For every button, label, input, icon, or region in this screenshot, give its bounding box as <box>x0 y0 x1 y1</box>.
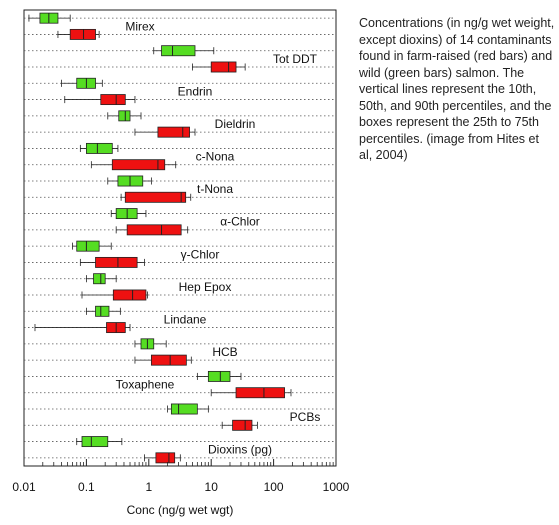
x-tick-label: 100 <box>264 480 284 494</box>
x-axis: 0.01 0.1 1 10 100 1000 <box>12 459 350 494</box>
wild-iqr-box <box>207 370 231 382</box>
wild-box <box>76 436 123 448</box>
wild-box <box>107 110 142 122</box>
farmed-box <box>34 322 131 334</box>
contaminant-label: Tot DDT <box>273 52 318 66</box>
x-tick-label: 1000 <box>323 480 350 494</box>
farmed-iqr-box <box>235 387 285 399</box>
wild-box <box>86 273 117 285</box>
wild-iqr-box <box>161 45 196 57</box>
wild-iqr-box <box>170 403 198 415</box>
wild-iqr-box <box>76 240 100 252</box>
contaminant-label: Hep Epox <box>179 280 232 294</box>
farmed-box <box>57 28 100 40</box>
contaminant-label: Dieldrin <box>215 117 256 131</box>
farmed-box <box>90 159 177 171</box>
contaminant-label: Lindane <box>164 312 207 326</box>
wild-box <box>28 12 71 24</box>
farmed-iqr-box <box>157 126 190 138</box>
contaminant-label: γ-Chlor <box>181 247 220 261</box>
farmed-iqr-box <box>111 159 166 171</box>
wild-iqr-box <box>81 436 109 448</box>
contaminant-labels: Mirex Tot DDT Endrin Dieldrin c-Nona t-Nona α-… <box>116 19 321 456</box>
boxplot-chart: Mirex Tot DDT Endrin Dieldrin c-Nona t-Nona α-… <box>12 9 350 517</box>
contaminant-label: Mirex <box>125 19 154 33</box>
farmed-box <box>115 224 189 236</box>
wild-box <box>153 45 215 57</box>
farmed-iqr-box <box>150 354 187 366</box>
wild-box <box>86 305 121 317</box>
farmed-box <box>81 289 148 301</box>
farmed-iqr-box <box>126 224 182 236</box>
contaminant-label: c-Nona <box>196 150 235 164</box>
wild-iqr-box <box>95 305 110 317</box>
farmed-box <box>64 94 136 106</box>
wild-iqr-box <box>115 208 138 220</box>
plot-frame <box>23 9 337 467</box>
x-tick-label: 0.01 <box>12 480 36 494</box>
wild-box <box>107 175 152 187</box>
x-axis-label: Conc (ng/g wet wgt) <box>127 503 234 517</box>
wild-box <box>110 208 147 220</box>
x-tick-label: 1 <box>145 480 152 494</box>
wild-iqr-box <box>118 110 131 122</box>
farmed-box <box>134 126 196 138</box>
farmed-iqr-box <box>155 452 176 464</box>
farmed-box <box>192 61 246 73</box>
farmed-box <box>79 256 145 268</box>
wild-box <box>61 77 103 89</box>
figure-caption: Concentrations (in ng/g wet weight, exce… <box>359 16 555 162</box>
farmed-iqr-box <box>112 289 147 301</box>
contaminant-label: PCBs <box>290 410 321 424</box>
wild-box <box>134 338 167 350</box>
x-tick-label: 10 <box>205 480 219 494</box>
wild-iqr-box <box>86 142 113 154</box>
farmed-iqr-box <box>124 191 187 203</box>
contaminant-label: Dioxins (pg) <box>208 443 272 457</box>
contaminant-label: Toxaphene <box>116 378 175 392</box>
wild-iqr-box <box>93 273 106 285</box>
wild-box <box>167 403 209 415</box>
contaminant-label: HCB <box>212 345 237 359</box>
contaminant-label: α-Chlor <box>220 215 260 229</box>
farmed-box <box>143 452 181 464</box>
farmed-iqr-box <box>210 61 237 73</box>
farmed-box <box>210 387 292 399</box>
contaminant-label: Endrin <box>178 84 213 98</box>
wild-box <box>196 370 242 382</box>
farmed-box <box>120 191 192 203</box>
wild-box <box>79 142 119 154</box>
wild-box <box>72 240 112 252</box>
farmed-iqr-box <box>100 94 126 106</box>
farmed-iqr-box <box>95 256 138 268</box>
farmed-iqr-box <box>232 419 253 431</box>
farmed-iqr-box <box>69 28 96 40</box>
contaminant-label: t-Nona <box>197 182 233 196</box>
box-series <box>28 12 292 464</box>
farmed-box <box>221 419 258 431</box>
x-tick-label: 0.1 <box>78 480 95 494</box>
farmed-box <box>134 354 192 366</box>
